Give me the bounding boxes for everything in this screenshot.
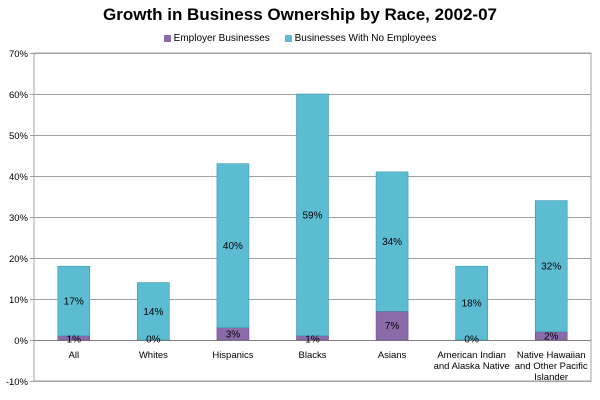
x-tick-label: Blacks bbox=[299, 350, 327, 361]
legend: Employer Businesses Businesses With No E… bbox=[0, 33, 600, 45]
x-axis: All Whites Hispanics Blacks Asians American I… bbox=[69, 350, 588, 383]
legend-item-no-employees: Businesses With No Employees bbox=[284, 33, 437, 44]
y-axis: -10% 0% 10% 20% 30% 40% 50% 60% 70% bbox=[6, 49, 29, 388]
data-label-employer: 1% bbox=[67, 335, 82, 346]
x-tick-label: and Alaska Native bbox=[434, 361, 510, 372]
bar-segment-no-employees bbox=[57, 265, 91, 337]
data-label-employer: 2% bbox=[544, 331, 559, 342]
x-tick-label: and Other Pacific bbox=[515, 361, 588, 372]
x-tick-label: Hispanics bbox=[212, 350, 253, 361]
y-tick-label: 40% bbox=[9, 172, 29, 183]
x-tick-label: Asians bbox=[378, 350, 407, 361]
legend-swatch-no-employees bbox=[284, 35, 292, 42]
bar-segment-no-employees bbox=[296, 93, 329, 337]
data-label-employer: 1% bbox=[305, 335, 320, 346]
y-tick-label: 30% bbox=[9, 213, 29, 224]
bar-segment-no-employees bbox=[455, 265, 488, 341]
data-label-no-employees: 59% bbox=[302, 210, 322, 221]
x-tick-label: American Indian bbox=[437, 350, 506, 361]
legend-item-employer: Employer Businesses bbox=[163, 33, 270, 44]
x-tick-label: Whites bbox=[139, 350, 168, 361]
bar-segment-no-employees bbox=[534, 200, 568, 333]
data-label-no-employees: 32% bbox=[541, 262, 561, 273]
data-label-no-employees: 17% bbox=[64, 297, 84, 308]
bar-segment-employer bbox=[375, 310, 409, 341]
x-tick-label: Native Hawaiian bbox=[517, 350, 586, 361]
bars bbox=[57, 93, 568, 341]
data-label-employer: 0% bbox=[464, 335, 479, 346]
data-label-employer: 0% bbox=[146, 335, 161, 346]
bar-segment-no-employees bbox=[137, 282, 170, 341]
y-tick-label: 0% bbox=[14, 336, 28, 347]
data-label-employer: 3% bbox=[226, 329, 241, 340]
y-tick-label: 70% bbox=[9, 49, 29, 60]
bar-segment-no-employees bbox=[216, 163, 250, 328]
y-tick-label: 60% bbox=[9, 90, 29, 101]
data-label-no-employees: 18% bbox=[462, 299, 482, 310]
bar-segment-no-employees bbox=[375, 171, 409, 312]
y-tick-label: 50% bbox=[9, 131, 29, 142]
legend-label-employer: Employer Businesses bbox=[173, 33, 270, 44]
chart-title: Growth in Business Ownership by Race, 20… bbox=[103, 5, 497, 24]
data-labels: 17% 1% 14% 0% 40% 3% 59% 1% 34% 7% 18% 0% 32% 2% bbox=[64, 210, 562, 345]
y-tick-label: 20% bbox=[9, 254, 29, 265]
data-label-no-employees: 14% bbox=[143, 307, 163, 318]
data-label-employer: 7% bbox=[385, 321, 400, 332]
data-label-no-employees: 34% bbox=[382, 237, 402, 248]
legend-label-no-employees: Businesses With No Employees bbox=[294, 33, 437, 44]
x-tick-label: Islander bbox=[534, 372, 568, 383]
x-tick-label: All bbox=[69, 350, 80, 361]
y-tick-label: -10% bbox=[6, 377, 29, 388]
y-tick-label: 10% bbox=[9, 295, 29, 306]
data-label-no-employees: 40% bbox=[223, 241, 243, 252]
legend-swatch-employer bbox=[163, 35, 171, 42]
